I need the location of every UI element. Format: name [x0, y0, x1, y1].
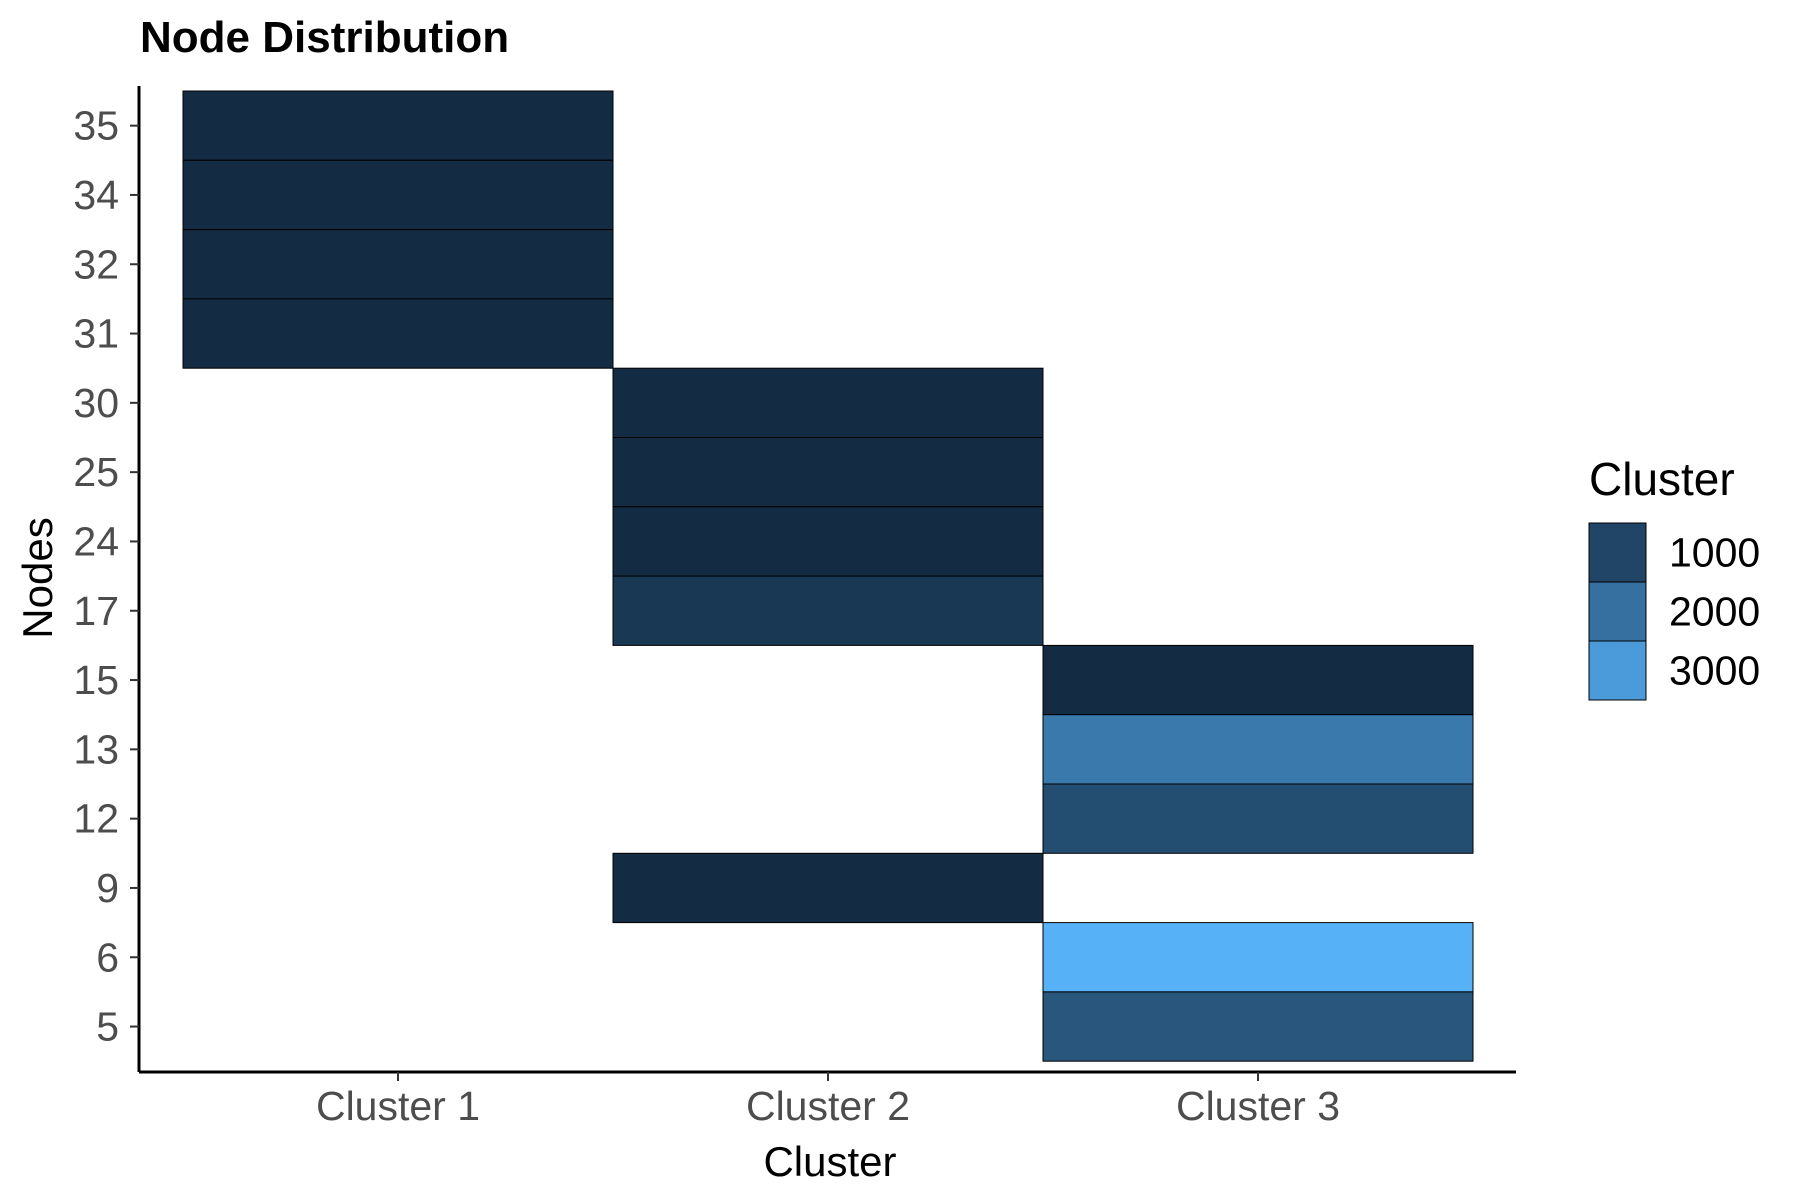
heatmap-cell [1042, 922, 1474, 993]
x-axis-ticks: Cluster 1 Cluster 2 Cluster 3 [316, 1072, 1340, 1129]
x-tick-label: Cluster 2 [746, 1083, 910, 1129]
legend-key [1588, 522, 1647, 583]
chart-title: Node Distribution [140, 13, 509, 62]
heatmap-cell [182, 229, 614, 300]
legend: Cluster 1000 2000 3000 [1588, 453, 1760, 701]
heatmap-cell [612, 575, 1044, 646]
heatmap-cell [1042, 714, 1474, 785]
y-tick-label: 17 [73, 588, 119, 634]
heatmap-cell [612, 506, 1044, 577]
heatmap-cell [1042, 644, 1474, 716]
heatmap-cell [182, 159, 614, 231]
x-axis-title: Cluster [763, 1138, 896, 1185]
y-tick-label: 24 [73, 518, 119, 564]
legend-key [1588, 640, 1647, 701]
x-tick-label: Cluster 1 [316, 1083, 480, 1129]
legend-label: 3000 [1669, 648, 1760, 694]
y-tick-label: 13 [73, 726, 119, 772]
y-axis-ticks: 5 6 9 12 13 15 17 24 25 30 31 32 34 35 [73, 103, 139, 1050]
heatmap-cell [182, 298, 614, 369]
y-tick-label: 5 [96, 1004, 119, 1050]
y-axis-title: Nodes [14, 517, 61, 638]
heatmap-cell [1042, 783, 1474, 854]
y-tick-label: 35 [73, 103, 119, 149]
y-tick-label: 31 [73, 311, 119, 357]
heatmap-cell [612, 437, 1044, 508]
legend-label: 2000 [1669, 589, 1760, 635]
heatmap-cells [182, 90, 1474, 1062]
legend-label: 1000 [1669, 530, 1760, 576]
legend-key [1588, 581, 1647, 642]
y-tick-label: 9 [96, 865, 119, 911]
heatmap-cell [1042, 991, 1474, 1062]
heatmap-cell [612, 367, 1044, 439]
y-tick-label: 30 [73, 380, 119, 426]
y-tick-label: 15 [73, 657, 119, 703]
y-tick-label: 12 [73, 796, 119, 842]
y-tick-label: 6 [96, 934, 119, 980]
y-tick-label: 34 [73, 172, 119, 218]
legend-title: Cluster [1589, 453, 1735, 505]
y-tick-label: 25 [73, 449, 119, 495]
y-tick-label: 32 [73, 241, 119, 287]
heatmap-cell [182, 90, 614, 161]
x-tick-label: Cluster 3 [1176, 1083, 1340, 1129]
heatmap-cell [612, 852, 1044, 924]
